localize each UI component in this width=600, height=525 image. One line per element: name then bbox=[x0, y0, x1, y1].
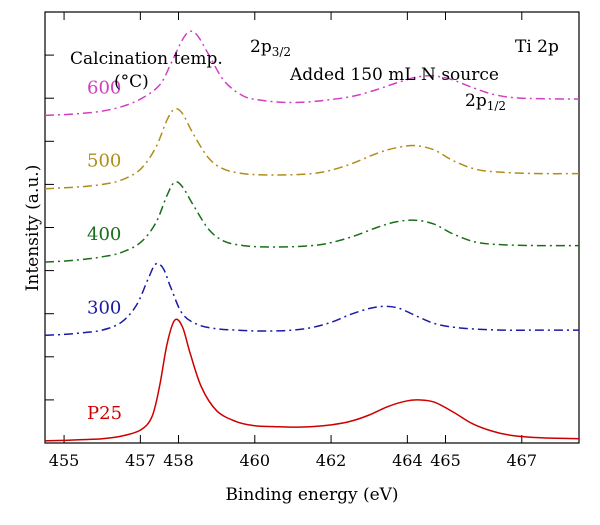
x-tick-label: 464 bbox=[392, 451, 423, 470]
condition-label: Added 150 mL N source bbox=[289, 65, 499, 85]
x-tick-label: 462 bbox=[316, 451, 347, 470]
legend-title-line1: Calcination temp. bbox=[70, 49, 223, 69]
peak-2p12-label: 2p1/2 bbox=[465, 91, 506, 113]
series-line-300 bbox=[44, 262, 579, 337]
y-axis-label: Intensity (a.u.) bbox=[23, 165, 43, 292]
series-label-500: 500 bbox=[87, 151, 121, 172]
x-tick-label: 457 bbox=[125, 451, 156, 470]
series-line-600 bbox=[44, 30, 580, 117]
series-layer bbox=[44, 30, 580, 442]
peak-2p32-sub: 3/2 bbox=[272, 45, 291, 59]
peak-2p12-sub: 1/2 bbox=[487, 99, 506, 113]
series-label-p25: P25 bbox=[87, 403, 122, 424]
series-labels: P25 300 400 500 600 bbox=[87, 77, 122, 423]
peak-2p32-base: 2p bbox=[250, 37, 272, 57]
legend-title-line2: (°C) bbox=[114, 72, 149, 92]
x-axis-label: Binding energy (eV) bbox=[225, 485, 398, 505]
x-tick-label: 467 bbox=[507, 451, 538, 470]
series-line-500 bbox=[44, 107, 580, 190]
series-label-300: 300 bbox=[87, 297, 121, 318]
series-label-600: 600 bbox=[87, 77, 121, 98]
peak-2p32-label: 2p3/2 bbox=[250, 37, 291, 59]
x-tick-label: 465 bbox=[430, 451, 461, 470]
series-line-400 bbox=[44, 180, 580, 263]
y-ticks bbox=[45, 54, 54, 401]
x-ticks: 455 457 458 460 462 464 465 467 bbox=[49, 12, 537, 470]
series-line-p25 bbox=[44, 318, 580, 442]
x-tick-label: 458 bbox=[163, 451, 194, 470]
x-tick-label: 455 bbox=[49, 451, 80, 470]
x-tick-label: 460 bbox=[240, 451, 271, 470]
series-label-400: 400 bbox=[87, 224, 121, 245]
peak-2p12-base: 2p bbox=[465, 91, 487, 111]
region-label: Ti 2p bbox=[515, 37, 559, 57]
